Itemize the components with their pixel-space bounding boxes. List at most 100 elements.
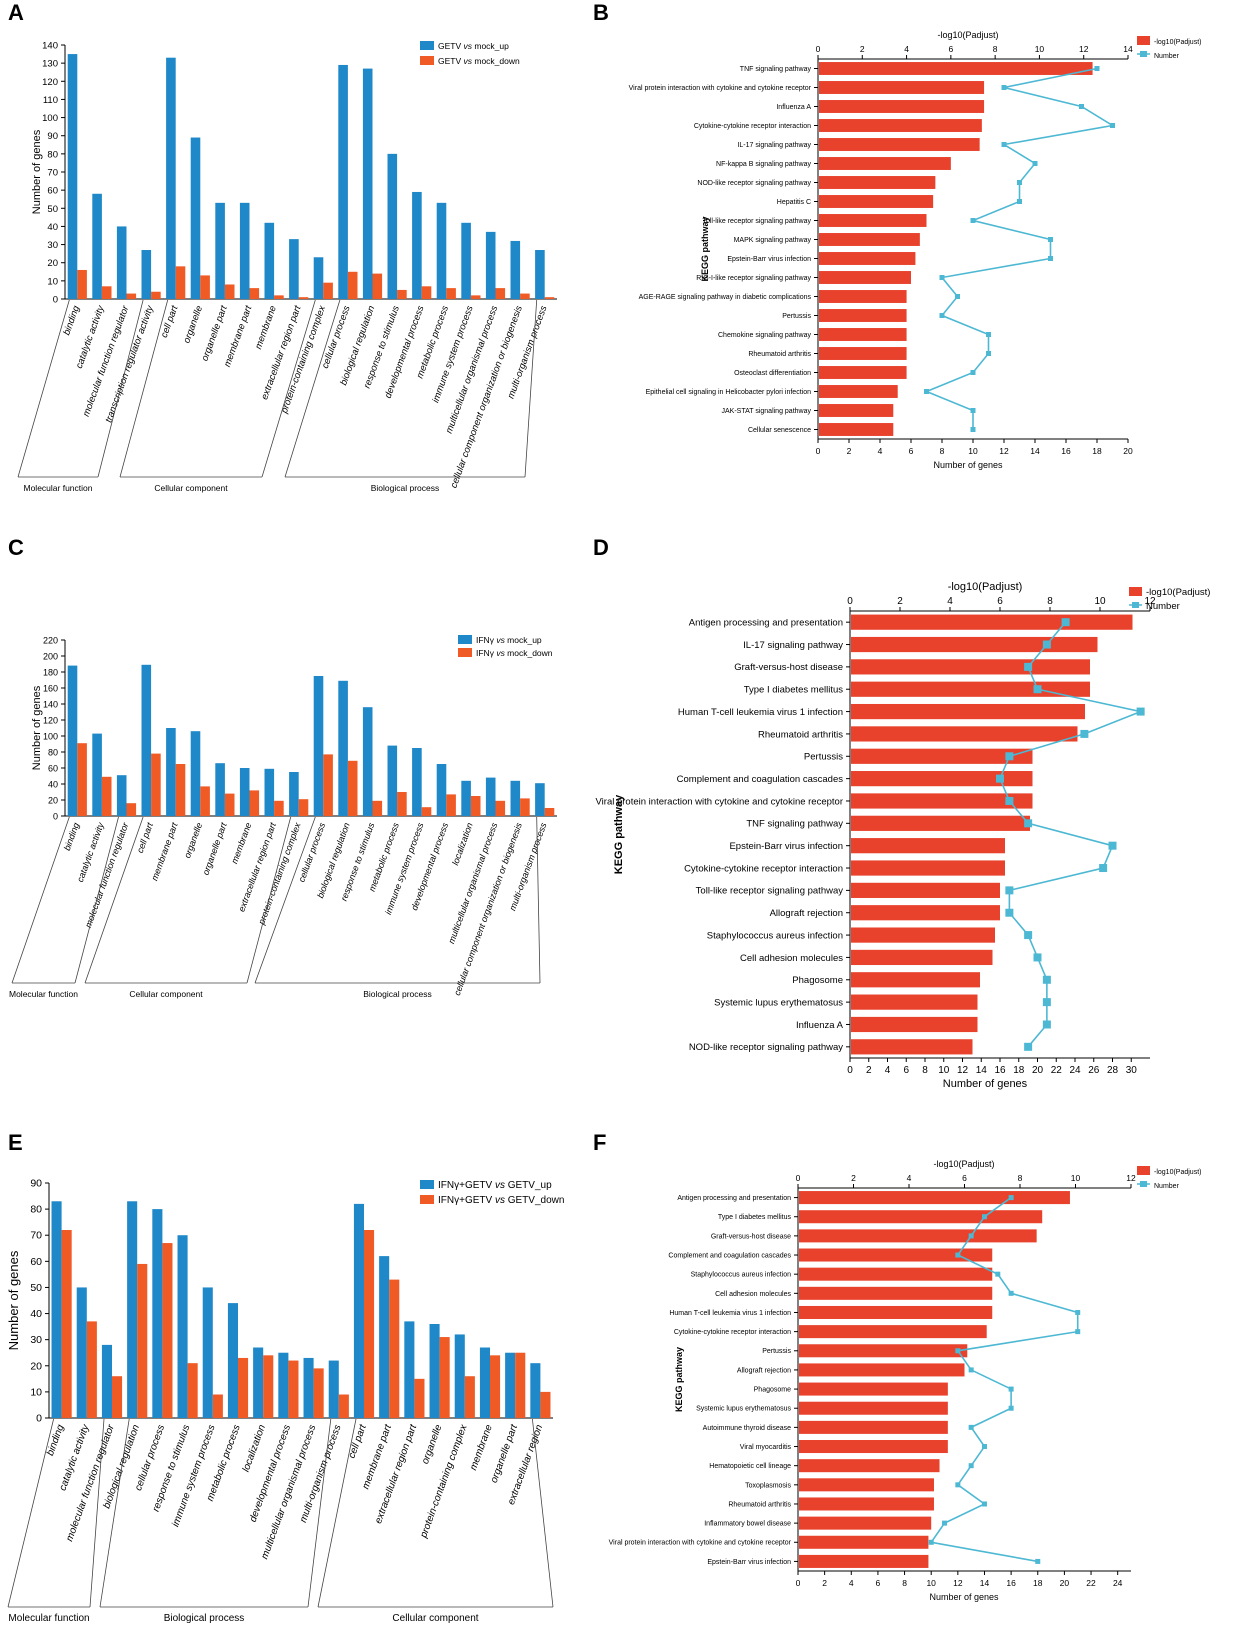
bottom-tick-label: 0 [816,446,821,456]
padjust-bar [851,1039,973,1055]
group-label: Cellular component [154,483,228,493]
padjust-bar [799,1191,1070,1205]
pathway-label: Antigen processing and presentation [689,618,843,629]
bottom-tick-label: 20 [1123,446,1133,456]
padjust-bar [799,1286,993,1300]
pathway-label: Staphylococcus aureus infection [707,930,843,941]
y-axis-label: Number of genes [31,685,43,770]
number-marker [939,275,945,280]
chart-panel-a: A 0 10 20 30 40 50 60 70 80 90 100 110 120 130 140 Numbe… [8,0,557,493]
pathway-label: Hematopoietic cell lineage [709,1463,791,1470]
bar-up [338,680,348,816]
y-tick-label: 10 [30,1386,42,1398]
bottom-tick-label: 24 [1069,1065,1081,1076]
bar-up [127,1201,138,1418]
bottom-tick-label: 20 [1060,1578,1070,1588]
bar-down [520,293,530,299]
bar-down [389,1279,400,1418]
y-tick-label: 60 [47,186,58,197]
bar-down [61,1230,72,1418]
bar-down [200,786,210,816]
bottom-tick-label: 18 [1013,1065,1025,1076]
bar-down [101,776,112,816]
pathway-label: Graft-versus-host disease [734,662,843,673]
top-tick-label: 10 [1094,596,1106,607]
bar-down [470,796,481,816]
padjust-bar [851,838,1005,854]
bar-up [479,1347,490,1418]
bar-up [51,1201,62,1418]
top-tick-label: 12 [1126,1173,1136,1183]
padjust-bar [799,1344,968,1358]
category-label: organelle [420,1423,445,1466]
number-marker [1005,886,1014,895]
y-tick-label: 0 [53,812,58,822]
number-marker [1136,707,1145,716]
top-tick-label: 14 [1123,44,1133,54]
padjust-bar [851,1016,978,1033]
top-tick-label: 2 [860,44,865,54]
y-axis-label: KEGG pathway [700,216,710,281]
bottom-tick-label: 0 [847,1065,853,1076]
pathway-label: TNF signaling pathway [740,66,812,73]
pathway-label: Cytokine-cytokine receptor interaction [674,1329,791,1336]
legend-label: IFNγ+GETV vs GETV_down [438,1195,564,1206]
group-label: Cellular component [129,989,203,999]
group-bracket [254,816,541,984]
padjust-bar [819,366,907,379]
bar-up [485,777,496,816]
top-axis-title: -log10(Padjust) [937,30,998,40]
number-marker [1035,1558,1041,1564]
number-marker [1005,752,1014,761]
bar-up [141,250,152,299]
bottom-tick-label: 22 [1086,1578,1096,1588]
bar-up [313,257,324,299]
number-marker [955,1252,961,1258]
bar-up [177,1235,188,1418]
number-marker [1024,819,1033,828]
padjust-bar [819,157,951,170]
pathway-label: Staphylococcus aureus infection [691,1272,791,1279]
pathway-label: Systemic lupus erythematosus [714,997,843,1008]
bar-down [495,288,506,299]
pathway-label: Cellular senescence [748,427,811,434]
pathway-label: Cytokine-cytokine receptor interaction [684,863,843,874]
bottom-tick-label: 6 [909,446,914,456]
bar-up [387,153,398,299]
pathway-label: Complement and coagulation cascades [677,774,844,785]
number-marker [1008,1405,1014,1411]
bar-down [86,1321,97,1418]
number-marker [928,1539,934,1545]
padjust-bar [851,927,995,943]
padjust-bar [819,100,985,113]
number-marker [1075,1309,1081,1315]
category-label: organelle [182,821,204,859]
number-marker [986,332,991,337]
padjust-bar [799,1478,934,1492]
bar-down [347,271,358,299]
bar-up [264,768,275,816]
bar-down [224,284,235,299]
bar-up [253,1347,264,1418]
bar-up [166,57,176,300]
number-marker [924,389,929,394]
bar-up [404,1321,415,1418]
legend-label: GETV vs mock_up [438,41,509,51]
pathway-label: Pertussis [762,1348,791,1355]
bar-down [126,293,137,299]
chart-panel-d: D0 2 4 6 8 10 120 2 4 6 8 10 12 14 16 18 20 22 24 26 28 30-lo… [593,535,1210,1090]
legend-swatch [458,648,472,657]
panel-label: F [593,1130,606,1155]
y-tick-label: 120 [43,716,58,726]
bar-down [421,286,432,299]
bottom-tick-label: 2 [866,1065,872,1076]
bar-up [101,1344,112,1418]
y-tick-label: 0 [36,1413,42,1425]
y-tick-label: 120 [42,77,58,88]
pathway-label: Viral protein interaction with cytokine … [609,1540,792,1547]
number-marker [968,1367,974,1373]
bar-down [397,289,407,299]
bottom-tick-label: 8 [902,1578,907,1588]
pathway-label: Rheumatoid arthritis [748,351,811,358]
top-tick-label: 0 [847,596,853,607]
